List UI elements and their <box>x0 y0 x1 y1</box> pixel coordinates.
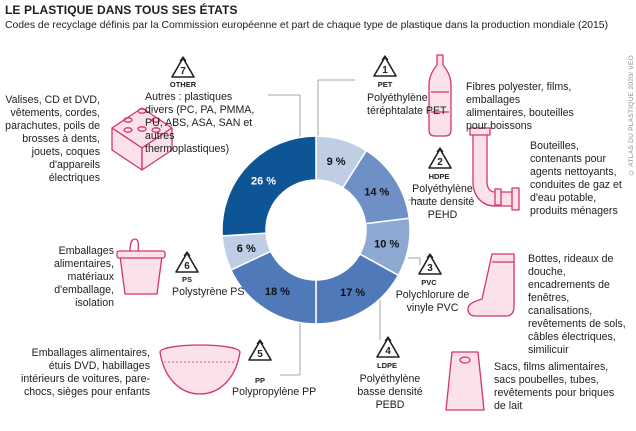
yogurt-cup-icon <box>116 238 166 295</box>
recycle-code-pet: 1 <box>382 65 388 76</box>
name-pp: Polypropylène PP <box>232 386 317 398</box>
recycle-symbol-pet: 1 <box>373 55 397 77</box>
recycle-symbol-hdpe: 2 <box>428 147 452 169</box>
recycle-code-ps: 6 <box>184 261 190 272</box>
recycle-code-pvc: 3 <box>427 263 433 274</box>
uses-hdpe: Bouteilles, contenants pour agents netto… <box>530 140 622 217</box>
page-subtitle: Codes de recyclage définis par la Commis… <box>5 20 609 31</box>
uses-pvc: Bottes, rideaux de douche, encadrements … <box>528 253 626 356</box>
abbr-pet: PET <box>377 80 393 89</box>
uses-ldpe: Sacs, films alimentaires, sacs poubelles… <box>494 361 615 412</box>
slice-label-pp: 18 % <box>265 286 290 298</box>
illustrations <box>111 54 520 411</box>
recycle-code-hdpe: 2 <box>437 157 443 168</box>
recycle-code-pp: 5 <box>257 349 263 360</box>
abbr-ps: PS <box>181 275 192 284</box>
slice-label-ldpe: 17 % <box>340 287 365 299</box>
abbr-pvc: PVC <box>421 278 437 287</box>
slice-other <box>221 135 317 237</box>
boot-icon <box>467 253 515 317</box>
slice-label-other: 26 % <box>251 176 276 188</box>
abbr-hdpe: HDPE <box>428 172 450 181</box>
slice-label-hdpe: 14 % <box>364 186 389 198</box>
recycle-symbol-other: 7 <box>171 56 195 78</box>
name-ps: Polystyrène PS <box>172 286 245 298</box>
slice-label-pvc: 10 % <box>374 238 399 250</box>
abbr-other: OTHER <box>169 80 197 89</box>
donut-slices <box>221 135 411 325</box>
recycle-code-other: 7 <box>180 66 186 77</box>
slice-labels: 9 % 14 % 10 % 17 % 18 % 6 % 26 % <box>237 156 400 299</box>
name-hdpe: Polyéthylène haute densité PEHD <box>410 183 475 221</box>
uses-ps: Emballages alimentaires, matériaux d'emb… <box>53 245 114 309</box>
recycle-symbol-ldpe: 4 <box>376 336 400 358</box>
slice-label-ps: 6 % <box>237 243 256 255</box>
page-title: LE PLASTIQUE DANS TOUS SES ÉTATS <box>5 3 238 17</box>
recycle-symbol-ps: 6 <box>175 251 199 273</box>
name-ldpe: Polyéthylène basse densité PEBD <box>357 373 423 411</box>
bottle-icon <box>428 54 452 137</box>
recycle-code-ldpe: 4 <box>385 346 391 357</box>
abbr-pp: PP <box>254 376 265 385</box>
name-other: Autres : plastiques divers (PC, PA, PMMA… <box>145 91 255 155</box>
abbr-ldpe: LDPE <box>376 361 397 370</box>
recycle-symbols: 1 2 3 4 5 6 7 <box>171 55 452 361</box>
slice-label-pet: 9 % <box>327 156 346 168</box>
name-pet: Polyéthylène téréphtalate PET <box>367 92 447 117</box>
recycle-symbol-pvc: 3 <box>418 253 442 275</box>
recycle-symbol-pp: 5 <box>248 339 272 361</box>
bag-icon <box>445 351 485 411</box>
uses-pet: Fibres polyester, films, emballages alim… <box>466 81 574 132</box>
uses-other: Valises, CD et DVD, vêtements, cordes, p… <box>5 94 100 184</box>
pipe-icon <box>469 127 520 211</box>
lego-brick-icon <box>111 107 173 171</box>
uses-pp: Emballages alimentaires, étuis DVD, habi… <box>21 347 150 398</box>
name-pvc: Polychlorure de vinyle PVC <box>395 289 470 314</box>
bowl-icon <box>159 344 241 395</box>
